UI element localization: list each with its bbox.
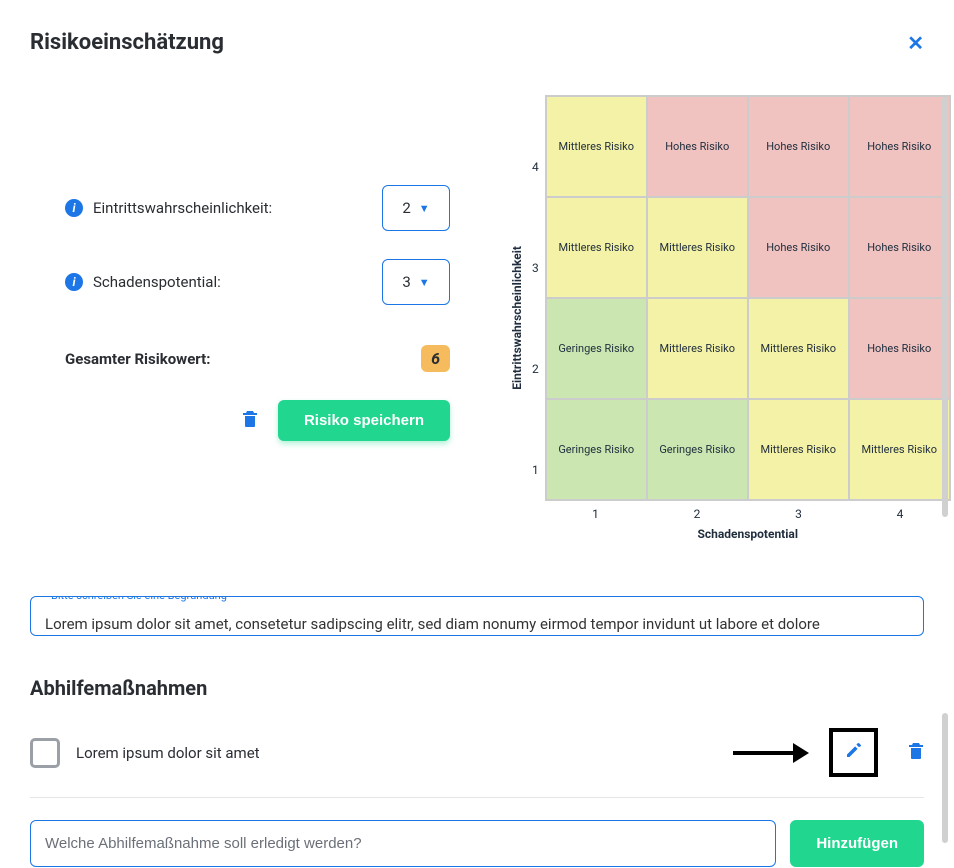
matrix-x-ticks: 1 2 3 4	[545, 507, 951, 521]
justification-legend: Bitte schreiben Sie eine Begründung	[45, 596, 233, 602]
justification-field[interactable]: Bitte schreiben Sie eine Begründung Lore…	[30, 596, 924, 636]
chevron-down-icon: ▼	[419, 276, 430, 289]
matrix-cell: Hohes Risiko	[647, 96, 748, 197]
save-risk-button[interactable]: Risiko speichern	[278, 400, 450, 441]
risk-matrix: Mittleres RisikoHohes RisikoHohes Risiko…	[545, 95, 951, 501]
y-tick: 2	[532, 362, 539, 376]
trash-icon[interactable]	[908, 741, 924, 764]
close-icon[interactable]: ✕	[907, 31, 924, 55]
total-risk-row: Gesamter Risikowert: 6	[30, 345, 470, 372]
matrix-cell: Mittleres Risiko	[748, 399, 849, 500]
dialog-header: Risikoeinschätzung ✕	[30, 30, 924, 55]
matrix-cell: Geringes Risiko	[546, 298, 647, 399]
total-risk-badge: 6	[421, 345, 450, 372]
x-tick: 1	[592, 507, 599, 521]
remedy-item: Lorem ipsum dolor sit amet	[30, 728, 924, 798]
probability-label: Eintrittswahrscheinlichkeit:	[93, 199, 372, 217]
add-remedy-button[interactable]: Hinzufügen	[790, 820, 924, 867]
matrix-cell: Hohes Risiko	[849, 197, 950, 298]
x-tick: 4	[897, 507, 904, 521]
add-remedy-row: Hinzufügen	[30, 820, 924, 867]
matrix-cell: Mittleres Risiko	[647, 298, 748, 399]
matrix-cell: Hohes Risiko	[849, 298, 950, 399]
add-remedy-input[interactable]	[30, 820, 776, 867]
risk-inputs-panel: i Eintrittswahrscheinlichkeit: 2 ▼ i Sch…	[30, 95, 470, 441]
matrix-cell: Mittleres Risiko	[647, 197, 748, 298]
probability-row: i Eintrittswahrscheinlichkeit: 2 ▼	[30, 185, 470, 231]
matrix-cell: Geringes Risiko	[546, 399, 647, 500]
remedies-heading: Abhilfemaßnahmen	[30, 676, 924, 700]
y-tick: 3	[532, 261, 539, 275]
trash-icon[interactable]	[242, 409, 258, 432]
matrix-cell: Mittleres Risiko	[849, 399, 950, 500]
justification-text: Lorem ipsum dolor sit amet, consetetur s…	[45, 615, 909, 633]
probability-value: 2	[402, 199, 410, 217]
damage-row: i Schadenspotential: 3 ▼	[30, 259, 470, 305]
probability-select[interactable]: 2 ▼	[382, 185, 450, 231]
matrix-cell: Hohes Risiko	[748, 197, 849, 298]
matrix-x-axis-label: Schadenspotential	[545, 527, 951, 541]
x-tick: 2	[694, 507, 701, 521]
remedies-section: Abhilfemaßnahmen Lorem ipsum dolor sit a…	[30, 676, 924, 867]
damage-label: Schadenspotential:	[93, 273, 372, 291]
total-risk-label: Gesamter Risikowert:	[65, 350, 421, 368]
scrollbar-segment[interactable]	[942, 713, 948, 843]
matrix-cell: Mittleres Risiko	[546, 197, 647, 298]
matrix-cell: Hohes Risiko	[748, 96, 849, 197]
edit-remedy-button[interactable]	[829, 728, 878, 777]
matrix-y-ticks: 4 3 2 1	[532, 116, 539, 520]
scrollbar-segment[interactable]	[942, 97, 948, 517]
matrix-cell: Hohes Risiko	[849, 96, 950, 197]
matrix-y-axis-label: Eintrittswahrscheinlichkeit	[510, 246, 524, 390]
page-title: Risikoeinschätzung	[30, 30, 224, 55]
arrow-indicator	[733, 743, 809, 763]
risk-matrix-panel: Eintrittswahrscheinlichkeit 4 3 2 1 Mitt…	[510, 95, 951, 541]
y-tick: 1	[532, 463, 539, 477]
x-tick: 3	[795, 507, 802, 521]
damage-value: 3	[402, 273, 410, 291]
damage-select[interactable]: 3 ▼	[382, 259, 450, 305]
matrix-cell: Geringes Risiko	[647, 399, 748, 500]
info-icon[interactable]: i	[65, 199, 83, 217]
remedy-text: Lorem ipsum dolor sit amet	[76, 744, 717, 762]
y-tick: 4	[532, 160, 539, 174]
chevron-down-icon: ▼	[419, 202, 430, 215]
pencil-icon	[845, 741, 863, 764]
remedy-checkbox[interactable]	[30, 738, 60, 768]
matrix-cell: Mittleres Risiko	[748, 298, 849, 399]
info-icon[interactable]: i	[65, 273, 83, 291]
matrix-cell: Mittleres Risiko	[546, 96, 647, 197]
